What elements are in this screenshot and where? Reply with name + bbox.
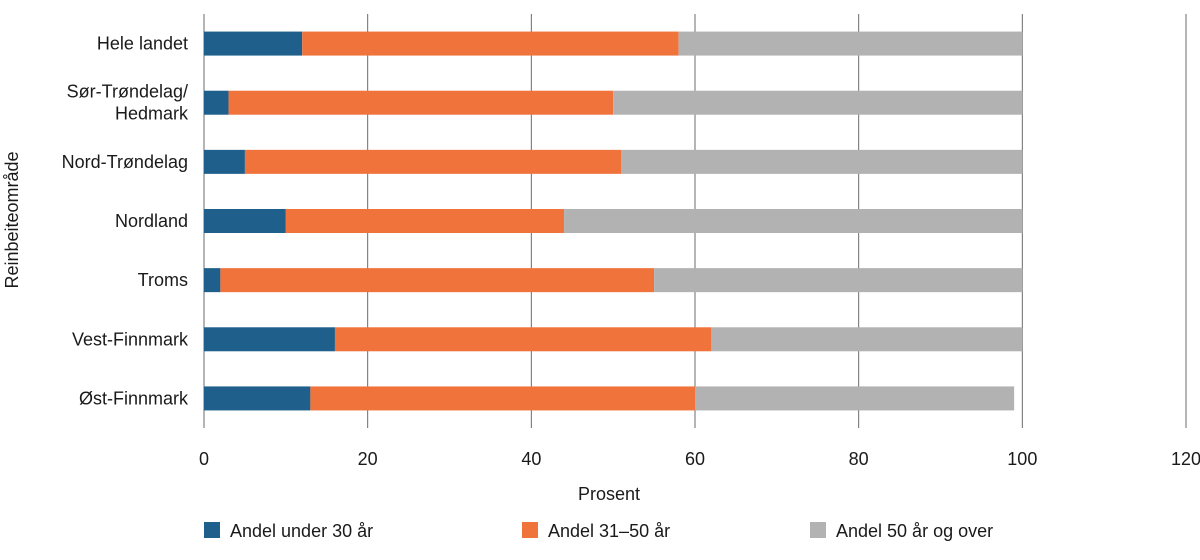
bar-segment (613, 90, 1023, 115)
category-label: Sør-Trøndelag/Hedmark (67, 82, 189, 124)
bar-segment (228, 90, 614, 115)
category-label: Hele landet (97, 34, 188, 54)
category-label: Troms (138, 270, 188, 290)
x-tick-label: 20 (358, 449, 378, 469)
legend-label: Andel 50 år og over (836, 521, 993, 541)
bar-segment (564, 209, 1023, 233)
bar-segment (244, 149, 622, 174)
legend-label: Andel 31–50 år (548, 521, 670, 541)
category-labels: Hele landet Sør-Trøndelag/Hedmark Nord-Trø… (62, 34, 189, 409)
bars (204, 31, 1023, 411)
bar-segment (220, 268, 655, 293)
x-tick-label: 40 (521, 449, 541, 469)
bar-segment (204, 209, 286, 233)
bar-segment (285, 209, 565, 233)
bar-segment (204, 268, 221, 293)
category-label: Nordland (115, 211, 188, 231)
legend: Andel under 30 år Andel 31–50 år Andel 50 … (204, 521, 993, 541)
bar-segment (678, 31, 1023, 56)
category-label: Nord-Trøndelag (62, 152, 188, 172)
category-label: Øst-Finnmark (79, 388, 189, 408)
x-tick-label: 120 (1171, 449, 1200, 469)
x-tick-label: 60 (685, 449, 705, 469)
x-tick-label: 100 (1007, 449, 1037, 469)
legend-swatch (204, 522, 220, 538)
x-tick-labels: 0 20 40 60 80 100 120 (199, 449, 1200, 469)
legend-swatch (810, 522, 826, 538)
bar-segment (695, 386, 1015, 411)
bar-segment (204, 90, 229, 115)
x-axis-title: Prosent (578, 484, 640, 504)
bar-segment (204, 327, 335, 352)
bar-segment (204, 149, 245, 174)
legend-label: Andel under 30 år (230, 521, 373, 541)
x-tick-label: 0 (199, 449, 209, 469)
bar-segment (621, 149, 1023, 174)
category-label: Vest-Finnmark (72, 329, 189, 349)
legend-swatch (522, 522, 538, 538)
bar-segment (654, 268, 1023, 293)
bar-segment (302, 31, 679, 56)
bar-segment (711, 327, 1023, 352)
x-tick-label: 80 (849, 449, 869, 469)
bar-segment (204, 31, 303, 56)
bar-segment (334, 327, 712, 352)
y-axis-title: Reinbeiteområde (2, 151, 22, 288)
bar-segment (310, 386, 695, 411)
bar-segment (204, 386, 311, 411)
